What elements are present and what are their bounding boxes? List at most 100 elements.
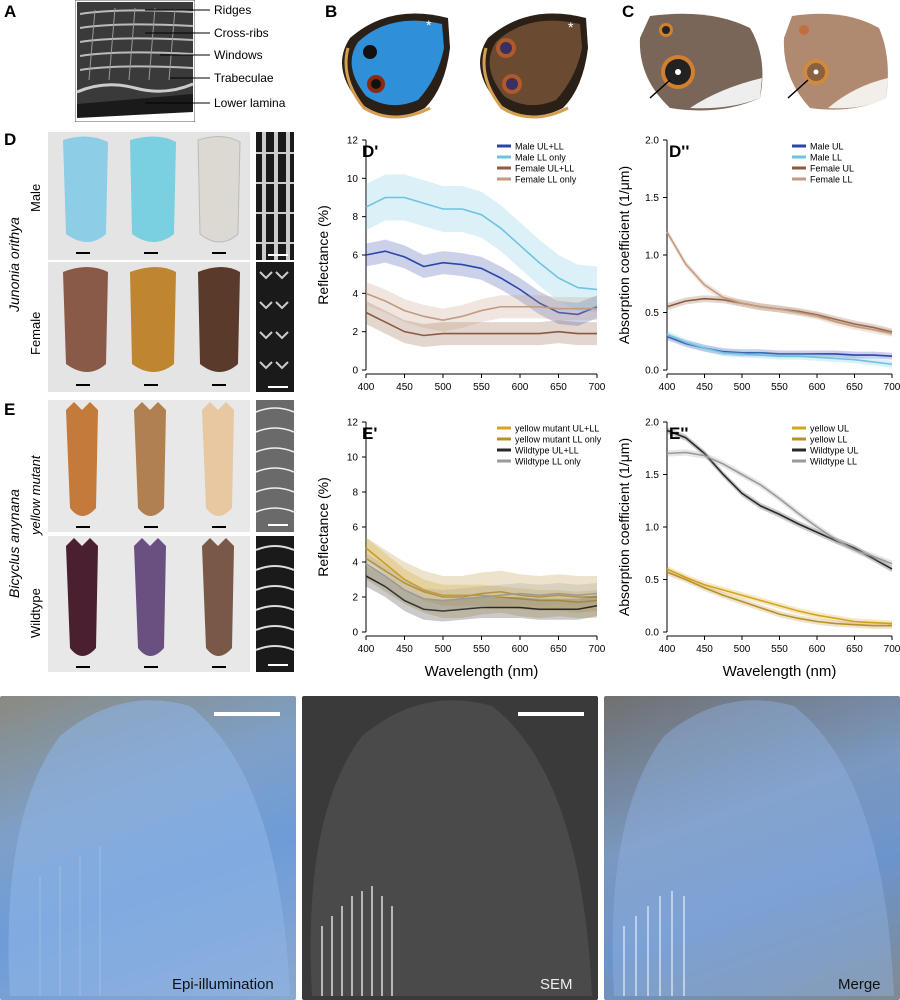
- x-axis-label: Wavelength (nm): [425, 663, 539, 680]
- y-axis-label: Absorption coefficient (1/μm): [616, 166, 632, 344]
- series-line: [666, 571, 892, 627]
- legend-label: yellow mutant LL only: [515, 435, 602, 445]
- series-band: [667, 330, 892, 368]
- y-tick-label: 2.0: [645, 136, 659, 147]
- series-band: [366, 537, 597, 613]
- legend-label: Female UL: [810, 164, 854, 174]
- panel-label-d: D: [4, 130, 17, 149]
- panel-label-dp: D': [362, 142, 379, 161]
- f-sem-image: [302, 696, 598, 1000]
- legend-label: yellow LL: [810, 435, 848, 445]
- scale-structure-diagram: [75, 0, 195, 122]
- y-tick-label: 0: [352, 366, 358, 377]
- y-tick-label: 10: [347, 174, 359, 185]
- legend-label: Male LL only: [515, 153, 566, 163]
- series-band: [366, 565, 597, 622]
- series-line: [365, 292, 597, 321]
- label-cross-ribs: Cross-ribs: [214, 26, 269, 40]
- series-line: [666, 568, 893, 625]
- x-tick-label: 600: [512, 382, 529, 393]
- bicyclus-wing-wildtype-image: [639, 13, 763, 111]
- e-mutant-photos: [48, 400, 250, 532]
- x-tick-label: 700: [589, 644, 605, 655]
- x-tick-label: 400: [358, 382, 375, 393]
- label-trabeculae: Trabeculae: [214, 71, 274, 85]
- series-line: [365, 557, 597, 598]
- legend-label: Wildtype LL only: [515, 457, 581, 467]
- x-tick-label: 450: [396, 644, 413, 655]
- legend-label: Wildtype LL: [810, 457, 857, 467]
- y-tick-label: 8: [352, 212, 358, 223]
- x-tick-label: 650: [846, 644, 863, 655]
- d-male-sem: [256, 132, 294, 260]
- svg-text:*: *: [568, 19, 574, 35]
- f-caption-sem: SEM: [540, 976, 573, 993]
- d-female-photos: [48, 262, 250, 392]
- series-line: [365, 547, 598, 604]
- y-tick-label: 12: [347, 136, 359, 147]
- series-band: [667, 295, 892, 336]
- y-tick-label: 2.0: [645, 418, 659, 429]
- legend-label: Female LL only: [515, 175, 577, 185]
- panel-label-epp: E'': [669, 424, 689, 443]
- series-line: [365, 196, 598, 291]
- chart-absorption-bicyclus: 400 450 500 550 600 650 700 0.0 0.5 1.0 1.5 2.0 Abso…: [616, 418, 900, 681]
- y-tick-label: 6: [352, 251, 358, 262]
- x-tick-label: 650: [846, 382, 863, 393]
- y-tick-label: 2: [352, 327, 358, 338]
- series-band: [667, 449, 892, 567]
- x-tick-label: 550: [771, 644, 788, 655]
- e-wildtype-photos: [48, 536, 250, 672]
- x-tick-label: 650: [550, 382, 567, 393]
- series-line: [666, 451, 893, 565]
- x-tick-label: 500: [734, 644, 751, 655]
- label-lower-lamina: Lower lamina: [214, 96, 286, 110]
- x-axis-label: Wavelength (nm): [723, 663, 837, 680]
- e-wildtype-sem: [255, 536, 295, 672]
- butterfly-wing-male-image: *: [342, 13, 450, 119]
- x-tick-label: 450: [396, 382, 413, 393]
- row-label-male: Male: [28, 183, 43, 212]
- legend-label: yellow mutant UL+LL: [515, 424, 599, 434]
- chart-reflectance-junonia: 400 450 500 550 600 650 700 0 2 4 6 8 10 12 Reflectanc…: [315, 136, 605, 394]
- row-label-yellow-mutant: yellow mutant: [28, 455, 43, 535]
- x-tick-label: 400: [659, 644, 676, 655]
- row-label-wildtype: Wildtype: [28, 588, 43, 638]
- y-tick-label: 0.5: [645, 308, 659, 319]
- f-epi-scale-bar: [214, 712, 280, 716]
- y-tick-label: 1.0: [645, 523, 659, 534]
- y-tick-label: 4: [352, 558, 358, 569]
- x-tick-label: 550: [473, 382, 490, 393]
- series-band: [667, 569, 892, 629]
- legend-label: Male UL+LL: [515, 142, 564, 152]
- series-band: [366, 174, 597, 313]
- y-tick-label: 0.0: [645, 366, 659, 377]
- y-tick-label: 2: [352, 593, 358, 604]
- y-tick-label: 12: [347, 418, 359, 429]
- x-tick-label: 500: [435, 644, 452, 655]
- series-band: [667, 565, 892, 627]
- legend-label: yellow UL: [810, 424, 849, 434]
- y-tick-label: 0.0: [645, 628, 659, 639]
- legend-label: Male UL: [810, 142, 844, 152]
- y-tick-label: 10: [347, 453, 359, 464]
- series-band: [366, 239, 597, 326]
- x-tick-label: 400: [659, 382, 676, 393]
- f-merge-image: [604, 696, 900, 1000]
- d-female-sem: [256, 262, 294, 392]
- series-line: [365, 311, 597, 337]
- x-tick-label: 600: [512, 644, 529, 655]
- butterfly-wing-female-image: *: [480, 13, 588, 119]
- series-line: [365, 250, 598, 316]
- label-windows: Windows: [214, 48, 263, 62]
- legend-label: Female LL: [810, 175, 853, 185]
- bicyclus-wing-mutant-image: [783, 13, 888, 110]
- chart-absorption-junonia: 400 450 500 550 600 650 700 0.0 0.5 1.0 1.5 2.0 Abso…: [616, 136, 900, 394]
- y-tick-label: 1.0: [645, 251, 659, 262]
- series-band: [667, 228, 892, 337]
- y-tick-label: 6: [352, 523, 358, 534]
- chart-reflectance-bicyclus: 400 450 500 550 600 650 700 0 2 4 6 8 10 12 Reflectanc…: [315, 418, 605, 681]
- x-tick-label: 700: [589, 382, 605, 393]
- y-axis-label: Reflectance (%): [315, 205, 331, 305]
- y-tick-label: 8: [352, 488, 358, 499]
